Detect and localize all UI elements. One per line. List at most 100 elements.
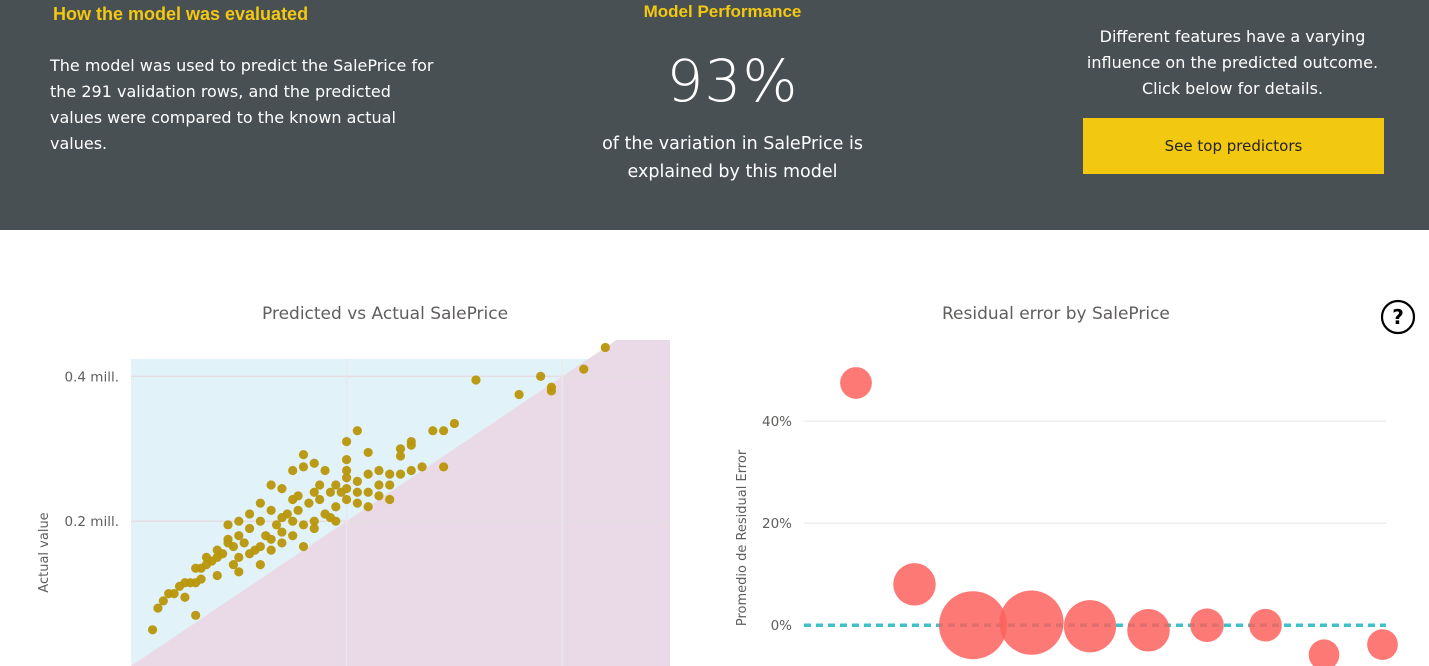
help-glyph: ? [1392, 305, 1404, 329]
scatter-point [255, 516, 265, 526]
scatter-point [266, 505, 276, 515]
residual-y-tick-label: 40% [762, 414, 792, 430]
scatter-point [228, 541, 239, 552]
performance-caption: of the variation in SalePrice is explain… [602, 134, 863, 182]
scatter-point [298, 462, 309, 472]
residual-y-tick-label: 0% [771, 618, 793, 634]
scatter-point [223, 520, 233, 530]
scatter-point [234, 531, 244, 541]
scatter-point [158, 596, 168, 606]
scatter-point [309, 487, 319, 497]
scatter-point [234, 567, 244, 577]
scatter-point [277, 538, 287, 548]
scatter-point [315, 480, 325, 490]
scatter-point [374, 465, 384, 476]
scatter-point [244, 523, 255, 534]
scatter-point [234, 516, 244, 526]
scatter-point [271, 520, 282, 530]
residual-bubble [1063, 600, 1117, 653]
residual-y-axis-label: Promedio de Residual Error [735, 449, 750, 626]
scatter-point [342, 484, 352, 494]
scatter-point [352, 487, 362, 497]
scatter-point [374, 491, 384, 501]
scatter-chart-title: Predicted vs Actual SalePrice [262, 304, 509, 324]
scatter-point [174, 581, 185, 591]
scatter-point [255, 498, 265, 508]
scatter-point [277, 484, 287, 494]
question-circle-icon[interactable]: ? [1379, 298, 1417, 336]
scatter-point [385, 480, 395, 490]
scatter-point [600, 342, 610, 353]
scatter-point [309, 516, 319, 526]
scatter-point [255, 560, 265, 570]
scatter-point [239, 538, 249, 548]
scatter-point [385, 469, 395, 479]
residual-error-chart: 0% 20% 40% Promedio de Residual Error [735, 367, 1398, 666]
residual-y-tick-label: 20% [762, 516, 792, 532]
scatter-point [293, 491, 303, 501]
scatter-point [293, 505, 303, 515]
scatter-point [320, 465, 330, 476]
scatter-point [325, 487, 336, 497]
scatter-point [223, 534, 233, 544]
residual-bubble [1308, 639, 1340, 666]
scatter-point [266, 480, 276, 490]
scatter-point [363, 469, 373, 479]
residual-chart-title: Residual error by SalePrice [942, 304, 1170, 324]
scatter-point [304, 498, 314, 508]
scatter-point [298, 541, 309, 552]
scatter-point [331, 480, 341, 490]
scatter-point [439, 462, 449, 472]
predicted-vs-actual-chart: 0.2 mill. 0.4 mill. Actual value [37, 340, 670, 666]
scatter-point [288, 531, 298, 541]
scatter-point [191, 610, 201, 620]
scatter-point [471, 375, 481, 385]
scatter-point [298, 520, 309, 530]
evaluation-title: How the model was evaluated [53, 4, 309, 24]
scatter-region-lower [131, 340, 670, 666]
scatter-point [331, 502, 341, 512]
scatter-point [288, 465, 298, 476]
scatter-point [164, 589, 174, 599]
residual-bubble [1249, 608, 1282, 642]
scatter-point [180, 592, 190, 602]
scatter-point [374, 480, 384, 490]
scatter-point [207, 556, 217, 566]
scatter-point [363, 447, 373, 458]
scatter-point [395, 444, 406, 454]
scatter-y-axis-label: Actual value [37, 512, 52, 592]
residual-bubble [1367, 629, 1398, 660]
scatter-y-tick-label: 0.4 mill. [65, 369, 119, 385]
scatter-point [352, 498, 362, 508]
scatter-point [228, 560, 239, 570]
scatter-point [277, 527, 287, 537]
scatter-y-tick-label: 0.2 mill. [65, 514, 119, 530]
scatter-point [212, 570, 222, 581]
scatter-point [579, 364, 589, 374]
residual-bubble [840, 367, 872, 399]
scatter-point [352, 426, 362, 436]
scatter-point [395, 451, 406, 461]
scatter-point [309, 458, 319, 468]
features-description: Different features have a varying influe… [1086, 27, 1379, 98]
scatter-point [546, 386, 557, 396]
scatter-point [234, 552, 244, 562]
scatter-point [266, 545, 276, 555]
scatter-point [352, 476, 362, 486]
scatter-point [406, 436, 416, 447]
scatter-point [196, 574, 206, 584]
scatter-point [363, 502, 373, 512]
residual-bubble [893, 563, 936, 606]
scatter-point [417, 462, 427, 472]
scatter-point [309, 523, 319, 534]
scatter-point [363, 487, 373, 497]
scatter-point [439, 426, 449, 436]
see-top-predictors-button[interactable]: See top predictors [1083, 118, 1384, 174]
scatter-point [342, 436, 352, 447]
residual-bubble [939, 591, 1007, 660]
scatter-point [282, 509, 292, 519]
performance-value: 93% [666, 47, 799, 115]
scatter-point [147, 625, 158, 635]
scatter-point [406, 465, 416, 476]
scatter-point [244, 549, 255, 559]
